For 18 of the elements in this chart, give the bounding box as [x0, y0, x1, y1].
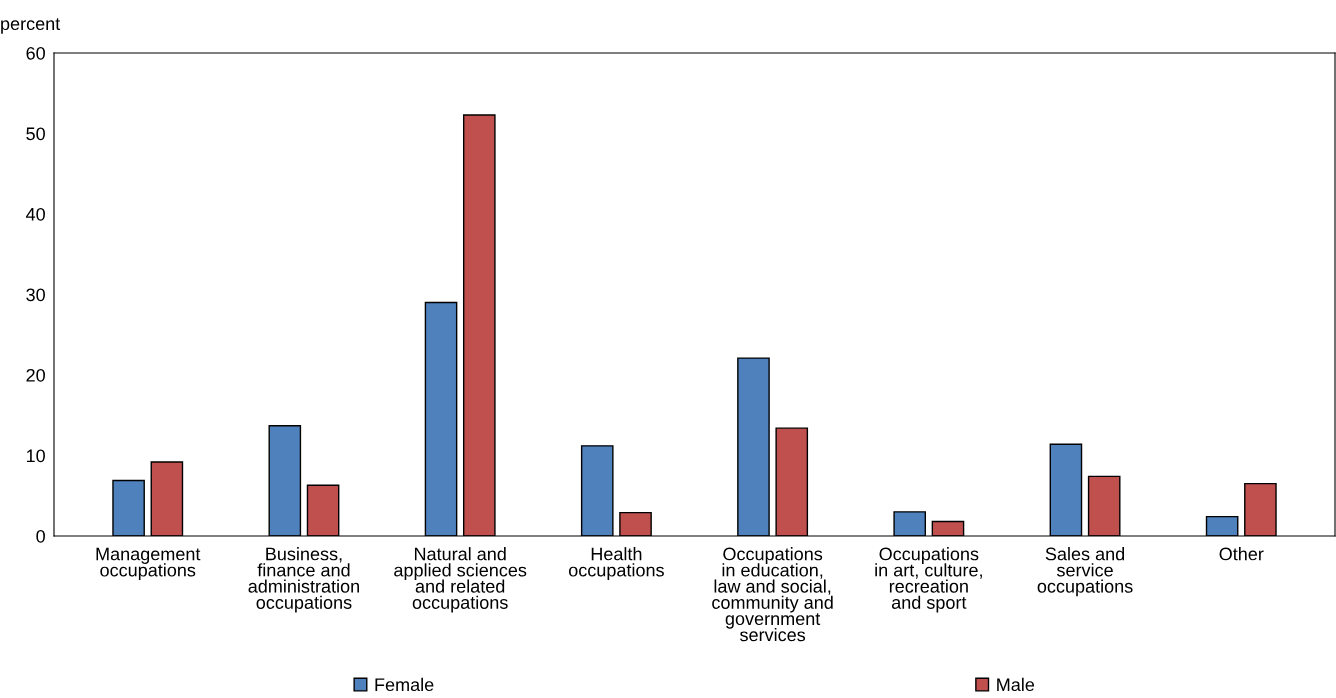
y-tick-label: 50: [26, 127, 45, 141]
legend-label: Female: [375, 677, 434, 692]
x-tick-label: Natural and applied sciences and related occupations: [394, 547, 527, 613]
y-tick-label: 20: [26, 368, 45, 382]
x-tick-label: Occupations in art, culture, recreation and sport: [875, 547, 982, 613]
y-tick-label: 30: [26, 288, 45, 302]
y-tick-label: 0: [36, 529, 45, 543]
x-tick-label: Other: [1219, 547, 1264, 561]
y-axis-title: percent: [1, 18, 61, 34]
y-tick-label: 40: [26, 207, 45, 221]
x-tick-label: Sales and service occupations: [1037, 547, 1133, 597]
y-tick-label: 10: [26, 449, 45, 463]
legend-label: Male: [997, 677, 1035, 692]
x-tick-label: Business, finance and administration occupations: [248, 547, 359, 613]
x-tick-label: Health occupations: [568, 547, 664, 581]
x-tick-label: Occupations in education, law and social, community and government services: [712, 547, 833, 642]
y-tick-label: 60: [26, 46, 45, 60]
x-tick-label: Management occupations: [96, 547, 201, 581]
